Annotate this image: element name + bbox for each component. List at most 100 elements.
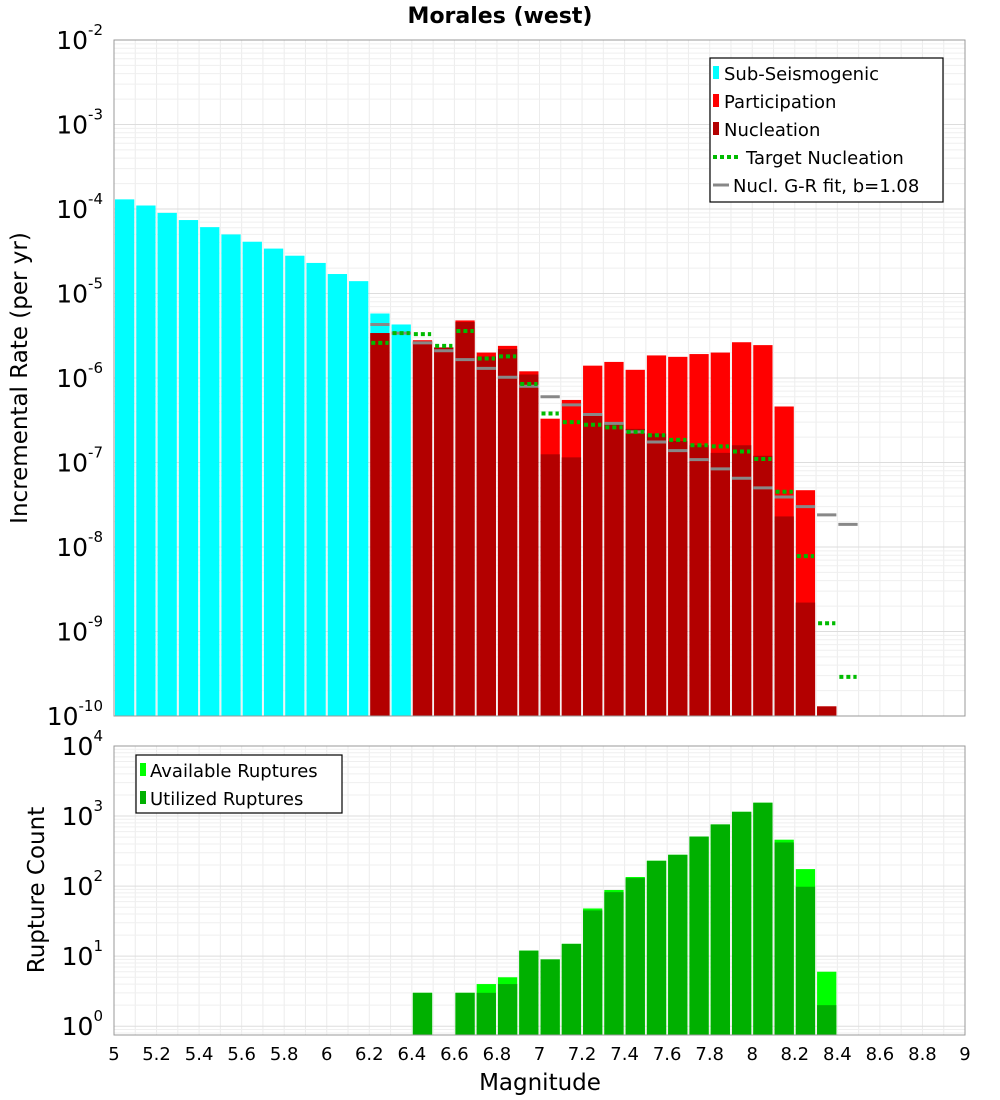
bar-nucleation: [476, 356, 496, 716]
bar-sub-seismogenic: [349, 281, 369, 716]
bar-nucleation: [646, 433, 667, 716]
y-tick-label: 103: [62, 797, 103, 831]
x-tick-label: 5.2: [142, 1044, 171, 1065]
bar-sub-seismogenic: [327, 274, 348, 716]
y-tick-label: 10-5: [56, 275, 103, 309]
legend-label-gr-fit: Nucl. G-R fit, b=1.08: [733, 176, 919, 197]
bar-utilized-ruptures: [753, 802, 773, 1035]
rate-plot-frame: [113, 39, 966, 717]
bar-sub-seismogenic: [136, 205, 156, 716]
bar-utilized-ruptures: [774, 842, 794, 1035]
bar-nucleation: [519, 374, 539, 716]
rate-line-marks: [370, 322, 858, 679]
bar-utilized-ruptures: [625, 878, 645, 1035]
bar-utilized-ruptures: [540, 959, 560, 1035]
bar-sub-seismogenic: [221, 234, 241, 717]
x-tick-label: 8.6: [866, 1044, 895, 1065]
y-tick-label: 10-6: [56, 359, 103, 393]
bar-nucleation: [774, 516, 794, 716]
bar-nucleation: [370, 333, 390, 716]
bar-utilized-ruptures: [817, 1005, 837, 1035]
bar-nucleation: [753, 455, 773, 716]
bar-nucleation: [625, 428, 645, 716]
bar-nucleation: [817, 706, 837, 716]
legend-label-available-ruptures: Available Ruptures: [150, 761, 318, 782]
bar-utilized-ruptures: [497, 984, 518, 1035]
legend-label-participation: Participation: [724, 92, 836, 113]
count-x-tick-labels: 5 5.2 5.4 5.6 5.8 6 6.2 6.4 6.6 6.8 7 7.2 7.4 7.6 7.8 8…: [108, 1044, 970, 1065]
bar-nucleation: [455, 321, 475, 716]
x-tick-label: 8: [747, 1044, 758, 1065]
x-tick-label: 5.4: [185, 1044, 214, 1065]
y-tick-label: 10-9: [56, 613, 103, 647]
x-tick-label: 5.6: [227, 1044, 256, 1065]
bar-nucleation: [668, 440, 688, 716]
legend-label-utilized-ruptures: Utilized Ruptures: [150, 789, 303, 810]
y-tick-label: 100: [62, 1007, 103, 1041]
x-tick-label: 6.4: [398, 1044, 427, 1065]
x-tick-label: 7.8: [695, 1044, 724, 1065]
x-tick-label: 7.4: [610, 1044, 639, 1065]
bar-utilized-ruptures: [476, 992, 496, 1035]
x-tick-label: 8.2: [780, 1044, 809, 1065]
bar-nucleation: [604, 423, 624, 716]
count-plot-frame: [113, 745, 966, 1036]
y-tick-label: 10-4: [56, 190, 103, 224]
count-bars: [412, 802, 837, 1035]
y-tick-label: 10-10: [47, 697, 103, 731]
bar-sub-seismogenic: [115, 199, 135, 717]
count-panel: 104 103 102 101 100 5 5.2 5.4 5.6 5.8 6 6.2 6.4 6.6 6…: [24, 727, 971, 1096]
bar-sub-seismogenic: [157, 212, 177, 716]
rate-y-tick-labels: 10-2 10-3 10-4 10-5 10-6 10-7 10-8 10-9 10-10: [47, 21, 103, 731]
x-tick-label: 8.8: [908, 1044, 937, 1065]
bar-nucleation: [540, 454, 560, 716]
y-tick-label: 10-8: [56, 528, 103, 562]
bar-utilized-ruptures: [646, 860, 667, 1035]
bar-sub-seismogenic: [391, 324, 411, 716]
bar-sub-seismogenic: [242, 241, 262, 716]
legend-swatch-utilized-ruptures: [140, 791, 146, 804]
x-tick-label: 6.2: [355, 1044, 384, 1065]
count-legend-box: [135, 754, 343, 814]
legend-swatch-participation: [713, 94, 719, 107]
x-tick-label: 6.8: [483, 1044, 512, 1065]
x-tick-label: 7: [534, 1044, 545, 1065]
legend-label-sub-seismogenic: Sub-Seismogenic: [724, 64, 879, 85]
x-tick-label: 9: [959, 1044, 970, 1065]
rate-panel: 10-2 10-3 10-4 10-5 10-6 10-7 10-8 10-9 10-10 In…: [7, 21, 966, 731]
rate-bars: [115, 199, 837, 717]
x-tick-label: 7.2: [568, 1044, 597, 1065]
x-tick-label: 5.8: [270, 1044, 299, 1065]
bar-utilized-ruptures: [795, 886, 816, 1035]
bar-utilized-ruptures: [455, 992, 475, 1035]
bar-nucleation: [412, 341, 433, 716]
bar-nucleation: [561, 457, 582, 716]
bar-nucleation: [497, 349, 518, 716]
bar-utilized-ruptures: [710, 824, 730, 1035]
bar-utilized-ruptures: [604, 892, 624, 1035]
y-tick-label: 10-3: [56, 106, 103, 140]
x-tick-label: 7.6: [653, 1044, 682, 1065]
bar-nucleation: [795, 602, 816, 716]
y-tick-label: 104: [62, 727, 103, 761]
bar-nucleation: [434, 347, 454, 716]
y-tick-label: 101: [62, 937, 103, 971]
legend-swatch-nucleation: [713, 122, 719, 135]
count-y-tick-labels: 104 103 102 101 100: [62, 727, 103, 1041]
bar-sub-seismogenic: [285, 255, 305, 716]
bar-utilized-ruptures: [412, 992, 433, 1035]
legend-label-nucleation: Nucleation: [724, 120, 820, 141]
count-y-axis-label: Rupture Count: [24, 807, 50, 973]
legend-swatch-available-ruptures: [140, 763, 146, 776]
y-tick-label: 102: [62, 867, 103, 901]
bar-nucleation: [710, 452, 730, 716]
bar-sub-seismogenic: [200, 227, 220, 716]
bar-nucleation: [731, 445, 752, 716]
rate-y-axis-label: Incremental Rate (per yr): [7, 232, 33, 524]
bar-utilized-ruptures: [583, 910, 603, 1035]
bar-nucleation: [583, 414, 603, 716]
bar-sub-seismogenic: [306, 262, 326, 716]
bar-sub-seismogenic: [178, 220, 199, 716]
rate-legend-box: [709, 57, 944, 203]
